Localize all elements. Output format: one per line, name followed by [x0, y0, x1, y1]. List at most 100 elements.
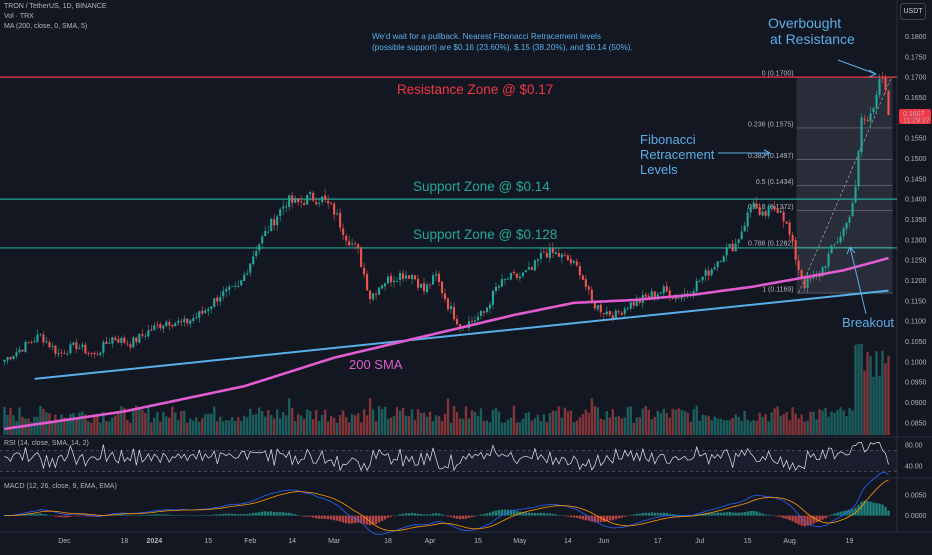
candle-body: [126, 343, 129, 345]
volume-bar: [222, 421, 225, 435]
volume-bar: [701, 414, 704, 435]
candle-body: [21, 349, 24, 352]
macd-histogram-bar: [195, 515, 198, 517]
volume-bar: [225, 420, 228, 435]
macd-histogram-bar: [572, 515, 576, 518]
breakout-label: Breakout: [842, 315, 894, 330]
macd-histogram-bar: [365, 515, 369, 525]
macd-histogram-bar: [138, 515, 141, 516]
candle-body: [54, 345, 57, 354]
candle-body: [156, 324, 159, 326]
macd-histogram-bar: [189, 515, 192, 517]
volume-bar: [614, 416, 618, 435]
volume-bar: [752, 419, 755, 435]
candle-body: [695, 280, 698, 292]
macd-histogram-bar: [536, 513, 540, 516]
volume-bar: [258, 407, 261, 435]
candle-body: [725, 247, 728, 256]
volume-bar: [6, 415, 9, 435]
macd-histogram-bar: [617, 515, 621, 519]
volume-bar: [165, 416, 168, 435]
candle-body: [312, 192, 315, 201]
volume-bar: [177, 420, 180, 435]
volume-bar: [443, 413, 447, 435]
candle-body: [764, 211, 767, 216]
candle-body: [15, 352, 18, 357]
volume-bar: [650, 419, 653, 435]
candle-body: [243, 274, 246, 281]
volume-bar: [434, 415, 438, 435]
macd-histogram-bar: [542, 512, 546, 516]
candle-body: [719, 261, 722, 263]
candle-body: [578, 266, 581, 276]
macd-histogram-bar: [305, 515, 309, 517]
macd-histogram-bar: [150, 514, 153, 516]
macd-histogram-bar: [201, 515, 204, 516]
volume-bar: [479, 408, 483, 435]
candle-body: [315, 201, 318, 205]
breakout-arrow: [846, 246, 867, 315]
symbol-legend: TRON / TetherUS, 1D, BINANCE: [4, 3, 107, 10]
candle-body: [758, 207, 761, 215]
macd-histogram-bar: [602, 515, 606, 522]
price-tick-label: 0.1300: [905, 237, 927, 244]
volume-bar: [147, 407, 150, 435]
macd-histogram-bar: [24, 514, 27, 516]
volume-bar: [842, 410, 845, 435]
currency-button[interactable]: USDT: [900, 3, 926, 20]
macd-histogram-bar: [497, 510, 501, 516]
candle-body: [740, 231, 743, 240]
candle-body: [842, 228, 845, 237]
macd-histogram-bar: [533, 512, 537, 516]
macd-histogram-bar: [830, 514, 833, 516]
candle-body: [27, 341, 30, 343]
macd-histogram-bar: [596, 515, 600, 523]
volume-bar: [404, 415, 408, 435]
volume-bar: [557, 406, 561, 435]
candle-body: [144, 335, 147, 337]
volume-bar: [836, 409, 839, 435]
volume-bar: [761, 417, 764, 435]
candle-body: [473, 320, 477, 322]
macd-histogram-bar: [593, 515, 597, 523]
macd-histogram-bar: [60, 515, 63, 518]
candle-body: [135, 337, 138, 342]
candle-body: [878, 78, 881, 96]
macd-histogram-bar: [261, 511, 264, 516]
macd-histogram-bar: [434, 513, 438, 516]
volume-bar: [776, 406, 779, 435]
candle-body: [378, 287, 381, 295]
macd-histogram-bar: [204, 515, 207, 516]
candle-body: [150, 329, 153, 331]
candle-body: [393, 280, 396, 282]
volume-bar: [881, 350, 884, 435]
volume-bar: [617, 416, 621, 435]
macd-histogram-bar: [707, 513, 710, 516]
candle-body: [330, 202, 333, 204]
volume-bar: [599, 418, 603, 435]
volume-bar: [395, 407, 399, 435]
macd-histogram-bar: [566, 515, 570, 517]
volume-bar: [488, 422, 492, 435]
macd-histogram-bar: [416, 513, 420, 516]
candle-body: [728, 243, 731, 248]
macd-histogram-bar: [611, 515, 615, 521]
candle-body: [129, 344, 132, 348]
macd-histogram-bar: [749, 511, 752, 516]
volume-bar: [9, 407, 12, 435]
candle-body: [72, 342, 75, 345]
candle-body: [111, 336, 114, 344]
candle-body: [680, 295, 683, 299]
candle-body: [869, 113, 872, 122]
candle-body: [560, 254, 563, 258]
pullback-note: We'd wait for a pullback. Nearest Fibona…: [372, 32, 633, 52]
candle-body: [87, 352, 90, 354]
macd-histogram-bar: [228, 513, 231, 516]
volume-bar: [413, 419, 417, 435]
macd-histogram-bar: [764, 514, 767, 516]
volume-bar: [192, 420, 195, 435]
candle-body: [273, 219, 276, 226]
candle-body: [372, 293, 375, 300]
